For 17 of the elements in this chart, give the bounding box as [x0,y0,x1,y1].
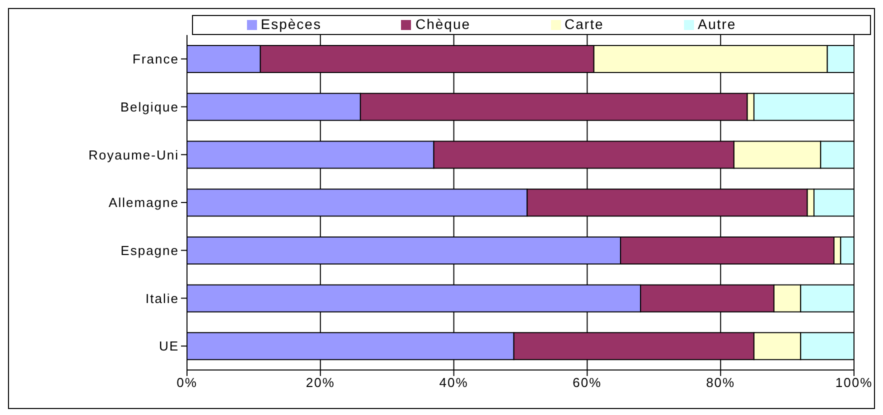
legend-label: Chèque [415,16,471,32]
y-tick-label: Italie [146,290,179,306]
x-tick-label: 40% [439,375,468,390]
y-tick-label: Belgique [120,99,179,114]
y-tick-label: Allemagne [108,195,179,210]
x-tick-label: 80% [706,375,736,390]
x-tick-label: 20% [306,375,335,390]
y-tick-label: Espagne [120,242,179,258]
legend-label: Espèces [260,16,322,32]
x-tick-label: 0% [176,375,198,390]
y-tick-label: France [132,52,179,67]
legend-label: Carte [564,16,604,32]
x-tick-label: 100% [835,375,873,390]
legend-label: Autre [698,16,736,32]
y-tick-label: Royaume-Uni [88,147,179,162]
x-tick-label: 60% [572,375,602,390]
y-tick-label: UE [158,338,179,354]
